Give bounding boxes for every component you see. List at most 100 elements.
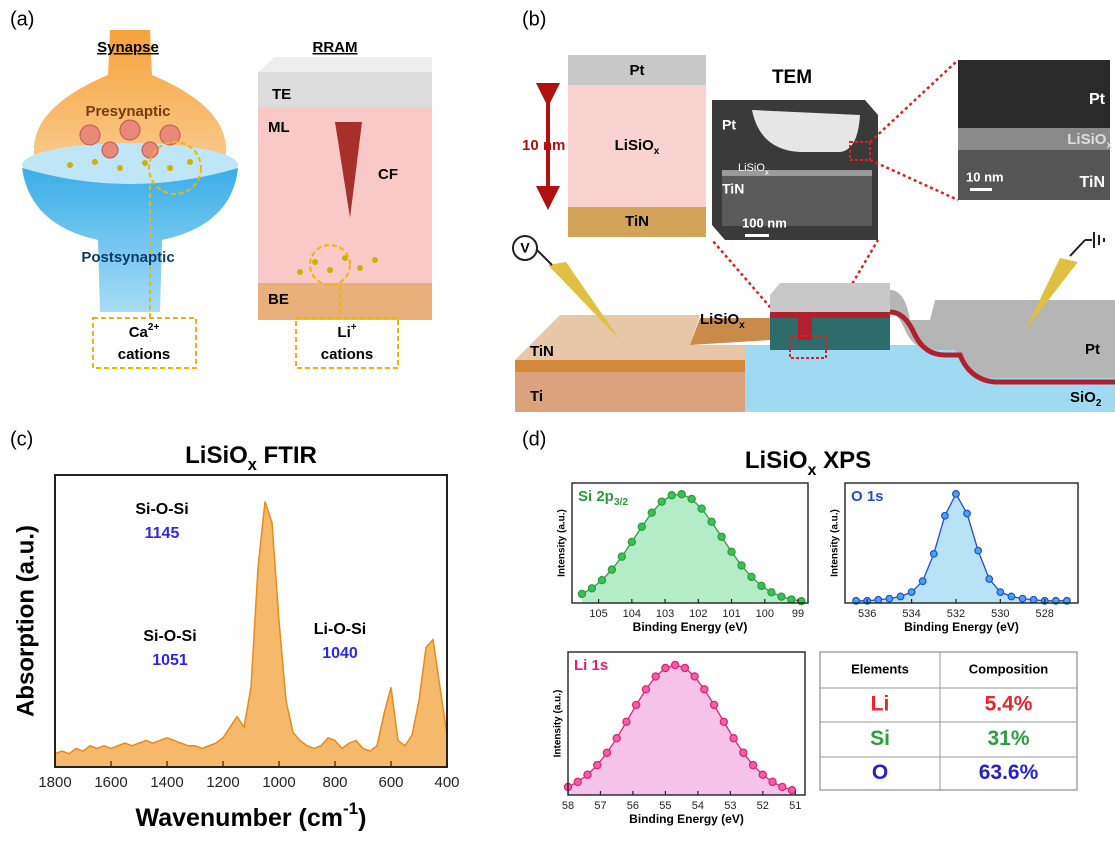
x-tick-label: 53 — [724, 800, 736, 812]
cation-word: cations — [118, 346, 171, 363]
panel-label: (b) — [522, 8, 546, 30]
x-tick-label: 55 — [659, 800, 671, 812]
data-marker — [648, 509, 655, 516]
presynaptic-label: Presynaptic — [85, 103, 170, 120]
tem-lisiox-sub: x — [765, 168, 769, 177]
x-tick-label: 400 — [434, 774, 459, 791]
x-tick-label: 103 — [656, 608, 674, 620]
data-marker — [584, 771, 591, 778]
y-axis-label: Absorption (a.u.) — [12, 525, 39, 717]
data-marker — [942, 512, 949, 519]
data-marker — [628, 538, 635, 545]
stack-lisiox-main: LiSiO — [615, 137, 655, 154]
x-axis-label-part: Binding Energy (eV) — [904, 620, 1019, 634]
x-axis-label: Binding Energy (eV) — [633, 620, 748, 634]
table-cell: 31% — [987, 727, 1029, 750]
data-marker — [652, 673, 659, 680]
zoom-lisiox-main: LiSiO — [1067, 131, 1107, 148]
data-marker — [701, 686, 708, 693]
zoom-lisiox-sub: x — [1106, 140, 1112, 151]
data-marker — [668, 492, 675, 499]
table-cell: 63.6% — [979, 761, 1039, 784]
data-marker — [778, 593, 785, 600]
x-tick-label: 58 — [562, 800, 574, 812]
y-axis-label: Intensity (a.u.) — [557, 509, 568, 577]
data-marker — [997, 589, 1004, 596]
data-marker — [708, 518, 715, 525]
data-marker — [986, 576, 993, 583]
data-marker — [710, 701, 717, 708]
table-cell: Si — [870, 727, 890, 750]
x-tick-label: 800 — [322, 774, 347, 791]
x-tick-label: 534 — [902, 608, 920, 620]
cation-ion: Li — [337, 324, 350, 341]
x-tick-label: 1400 — [150, 774, 183, 791]
x-tick-label: 536 — [858, 608, 876, 620]
chart-title: Li 1s — [574, 657, 608, 674]
data-marker — [749, 762, 756, 769]
rram-diagram — [258, 57, 432, 368]
data-marker — [897, 593, 904, 600]
device-sio2-sub: 2 — [1096, 398, 1102, 409]
tem-title: TEM — [772, 67, 812, 88]
table-header: Elements — [851, 661, 909, 676]
data-marker — [698, 505, 705, 512]
stack-pt: Pt — [630, 62, 645, 79]
data-marker — [623, 718, 630, 725]
annotation-label: Li-O-Si — [314, 621, 366, 638]
data-marker — [788, 787, 795, 794]
device-sio2-main: SiO — [1070, 389, 1096, 406]
cation-label: Li+ — [337, 322, 356, 341]
be-label: BE — [268, 291, 289, 308]
x-tick-label: 105 — [589, 608, 607, 620]
data-marker — [930, 551, 937, 558]
data-marker — [681, 664, 688, 671]
x-axis-label: Wavenumber (cm-1) — [136, 799, 367, 832]
x-tick-label: 104 — [623, 608, 641, 620]
table-cell: O — [872, 761, 888, 784]
data-marker — [608, 566, 615, 573]
ml-label: ML — [268, 119, 290, 136]
data-marker — [578, 590, 585, 597]
data-marker — [953, 491, 960, 498]
data-marker — [875, 596, 882, 603]
x-tick-label: 52 — [757, 800, 769, 812]
chart-title-part: 3/2 — [614, 497, 628, 508]
x-tick-label: 1200 — [206, 774, 239, 791]
x-tick-label: 101 — [722, 608, 740, 620]
data-marker — [919, 578, 926, 585]
te-label: TE — [272, 86, 291, 103]
cation-charge: 2+ — [148, 322, 160, 333]
data-marker — [730, 735, 737, 742]
cation-charge: + — [351, 322, 357, 333]
data-marker — [975, 547, 982, 554]
chart-title: O 1s — [851, 488, 884, 505]
panel-label: (c) — [10, 428, 33, 450]
x-axis-label-part: Binding Energy (eV) — [633, 620, 748, 634]
rram-title: RRAM — [313, 39, 358, 56]
tem-scale: 100 nm — [742, 215, 787, 230]
data-marker — [603, 749, 610, 756]
x-tick-label: 100 — [756, 608, 774, 620]
data-marker — [740, 749, 747, 756]
x-tick-label: 530 — [991, 608, 1009, 620]
data-marker — [738, 562, 745, 569]
tem-tin: TiN — [722, 181, 744, 197]
x-axis-label-part: Binding Energy (eV) — [629, 812, 744, 826]
zoom-tin: TiN — [1080, 174, 1105, 191]
annotation-value: 1051 — [152, 652, 188, 669]
postsynaptic-label: Postsynaptic — [81, 249, 174, 266]
chart-title-part: Si 2p — [578, 488, 614, 505]
data-marker — [633, 701, 640, 708]
device-pt: Pt — [1085, 341, 1100, 358]
device-ti: Ti — [530, 388, 543, 405]
data-marker — [788, 596, 795, 603]
data-marker — [886, 595, 893, 602]
data-marker — [618, 553, 625, 560]
data-marker — [759, 771, 766, 778]
device-lisiox-sub: x — [739, 320, 745, 331]
data-marker — [588, 585, 595, 592]
x-axis-label-part: -1 — [343, 799, 358, 818]
data-marker — [594, 762, 601, 769]
data-marker — [908, 589, 915, 596]
